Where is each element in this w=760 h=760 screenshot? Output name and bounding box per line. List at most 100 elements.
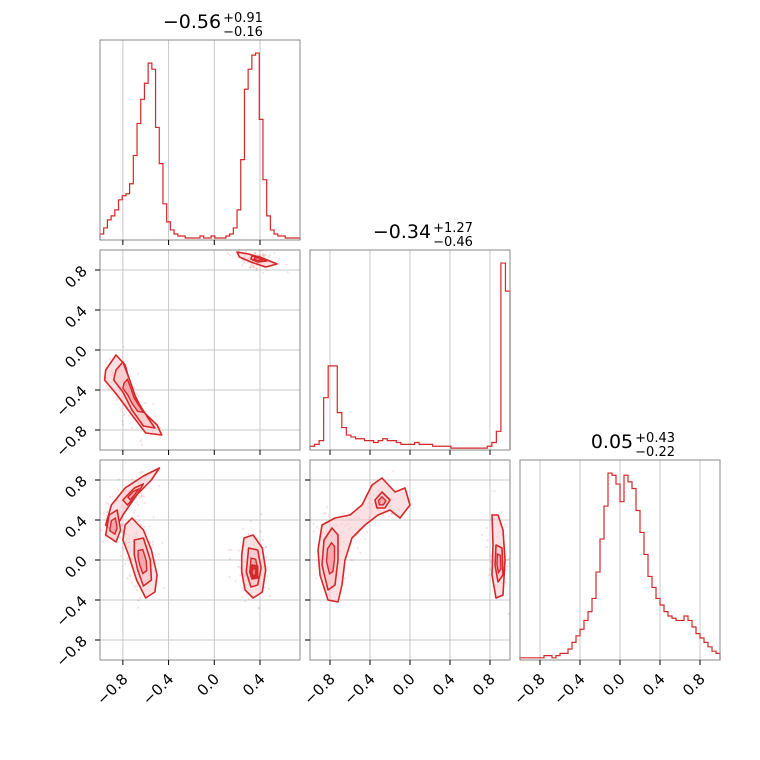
sample-point <box>158 470 161 473</box>
sample-point <box>512 605 514 607</box>
panel-title-minus-error: −0.22 <box>635 445 675 460</box>
sample-point <box>132 511 136 515</box>
sample-point <box>121 523 124 526</box>
histogram-panel-1: −0.56 +0.91−0.16 <box>99 11 301 245</box>
sample-point <box>121 420 124 423</box>
sample-point <box>392 470 395 473</box>
contour-inner <box>251 567 257 577</box>
sample-point <box>107 502 110 505</box>
sample-point <box>138 497 141 500</box>
sample-point <box>485 526 488 530</box>
x-tick-label: −0.8 <box>510 670 548 708</box>
sample-point <box>161 541 164 544</box>
sample-point <box>146 486 149 489</box>
sample-point <box>241 586 244 589</box>
sample-point <box>137 494 141 497</box>
sample-point <box>139 440 142 443</box>
sample-point <box>149 487 152 490</box>
sample-point <box>504 534 508 537</box>
sample-point <box>390 512 394 515</box>
density-panel-2: −0.8 −0.4 0.0 0.4−0.8−0.40.00.40.8 <box>52 459 301 709</box>
sample-point <box>157 552 160 556</box>
panel-title-plus-error: +0.91 <box>223 11 263 26</box>
sample-point <box>138 597 141 600</box>
sample-point <box>246 261 249 264</box>
sample-point <box>229 254 232 257</box>
sample-point <box>250 265 253 268</box>
sample-point <box>315 577 318 580</box>
sample-point <box>263 586 266 589</box>
sample-point <box>239 574 242 577</box>
sample-point <box>379 517 382 520</box>
sample-point <box>506 565 509 568</box>
sample-point <box>136 588 139 592</box>
sample-point <box>312 522 315 525</box>
y-tick-label: −0.8 <box>52 422 90 460</box>
sample-point <box>268 254 271 257</box>
x-tick-label: 0.4 <box>239 670 269 700</box>
sample-point <box>135 585 138 588</box>
panel-frame <box>99 39 301 241</box>
x-tick-label: −0.4 <box>340 670 378 708</box>
sample-point <box>364 538 367 541</box>
sample-point <box>493 490 496 493</box>
x-tick-label: 0.8 <box>679 670 709 700</box>
sample-point <box>241 595 244 598</box>
sample-point <box>259 530 262 533</box>
sample-point <box>266 575 269 578</box>
sample-point <box>131 426 134 429</box>
sample-point <box>152 543 155 546</box>
sample-point <box>505 525 508 528</box>
sample-point <box>249 266 252 269</box>
sample-point <box>251 265 254 268</box>
sample-point <box>152 516 155 519</box>
sample-point <box>382 513 385 517</box>
x-tick-label: −0.4 <box>139 670 177 708</box>
sample-point <box>117 478 120 481</box>
sample-point <box>301 604 303 606</box>
sample-point <box>138 471 141 475</box>
x-tick-label: 0.4 <box>639 670 669 700</box>
x-tick-label: 0.0 <box>599 670 629 700</box>
x-tick-label: 0.8 <box>469 670 499 700</box>
contour-level-2 <box>112 361 156 429</box>
sample-point <box>140 471 143 474</box>
sample-point <box>128 508 131 511</box>
sample-point <box>140 492 143 495</box>
sample-point <box>100 529 103 532</box>
sample-point <box>152 402 155 405</box>
sample-point <box>91 364 93 366</box>
sample-point <box>101 540 104 543</box>
sample-point <box>255 267 258 270</box>
sample-point <box>124 562 127 566</box>
sample-point <box>286 271 289 274</box>
sample-point <box>251 263 254 266</box>
sample-point <box>108 357 111 360</box>
sample-point <box>162 587 165 590</box>
sample-point <box>342 512 345 515</box>
sample-point <box>253 251 256 254</box>
sample-point <box>267 587 271 591</box>
sample-point <box>255 266 258 269</box>
sample-point <box>90 375 92 377</box>
panel-title-minus-error: −0.16 <box>223 25 263 40</box>
sample-point <box>489 560 492 564</box>
histogram-line <box>519 472 721 660</box>
sample-point <box>120 524 123 527</box>
x-tick-label: 0.0 <box>193 670 223 700</box>
sample-point <box>244 250 247 253</box>
sample-point <box>315 526 319 529</box>
sample-point <box>343 577 347 580</box>
y-tick-label: 0.4 <box>61 512 91 542</box>
sample-point <box>129 574 132 578</box>
sample-point <box>263 253 266 256</box>
sample-point <box>179 451 181 453</box>
sample-point <box>105 502 108 505</box>
sample-point <box>278 257 281 260</box>
sample-point <box>252 266 256 269</box>
sample-point <box>254 251 257 254</box>
sample-point <box>249 520 252 523</box>
sample-point <box>126 577 129 580</box>
sample-point <box>322 512 325 515</box>
